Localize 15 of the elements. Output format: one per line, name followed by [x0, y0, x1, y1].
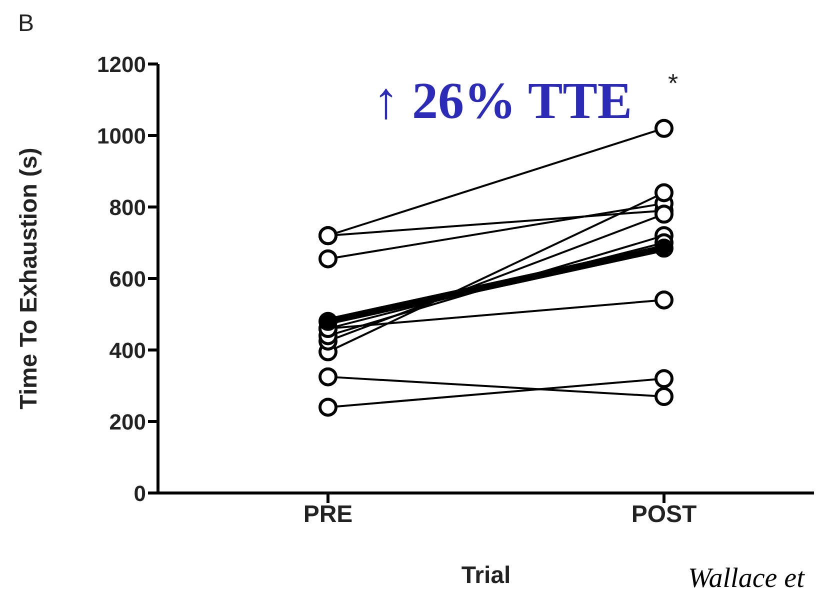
x-tick-label: PRE	[303, 501, 353, 528]
text: Wallace et	[688, 563, 804, 595]
y-tick-label: 0	[134, 480, 146, 506]
y-tick-label: 1200	[97, 52, 146, 77]
y-axis-title: Time To Exhaustion (s)	[16, 148, 43, 410]
text: B	[18, 10, 34, 38]
annotation: *	[668, 68, 678, 99]
y-tick-label: 200	[109, 409, 146, 434]
y-tick-label: 1000	[97, 123, 146, 148]
x-tick-label: POST	[631, 501, 698, 528]
y-tick-label: 400	[109, 338, 146, 363]
x-axis-title: Trial	[461, 562, 511, 589]
annotation: ↑ 26% TTE	[373, 72, 632, 131]
y-tick-label: 800	[109, 194, 146, 220]
y-tick-label: 600	[109, 266, 146, 292]
